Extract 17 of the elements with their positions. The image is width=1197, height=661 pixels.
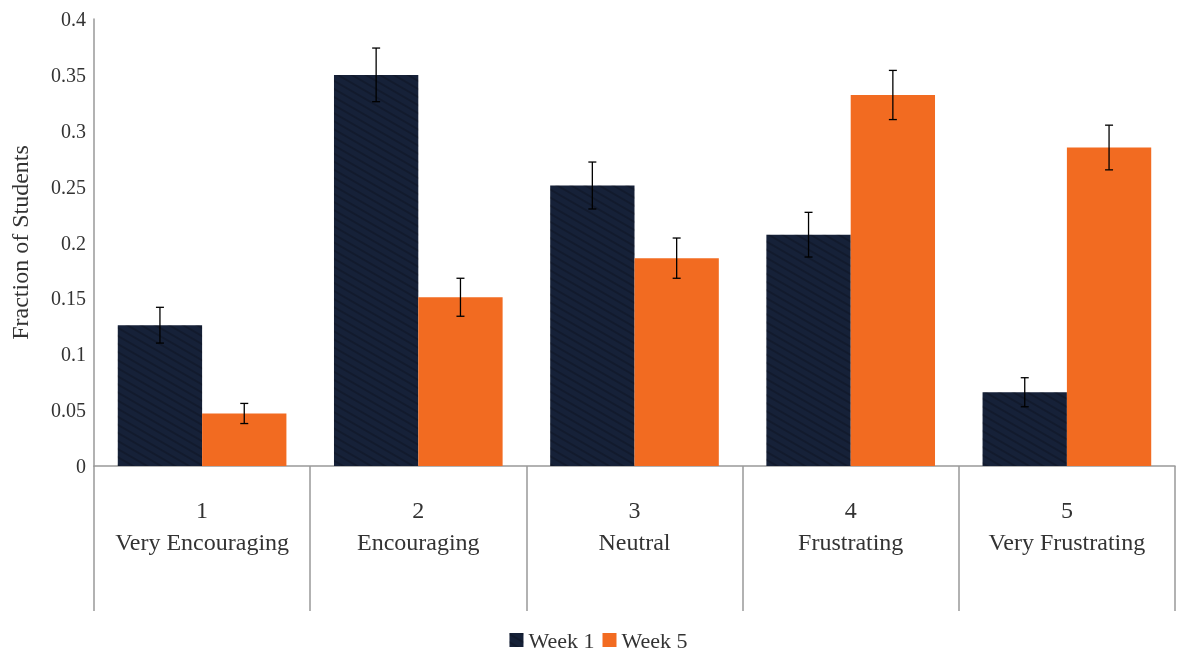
x-tick-label: 5 Very Frustrating — [988, 497, 1146, 555]
y-tick-label: 0.35 — [51, 63, 86, 86]
y-tick-label: 0.15 — [51, 287, 86, 310]
y-tick-label: 0.2 — [61, 231, 86, 254]
y-tick-label: 0.25 — [51, 175, 86, 198]
y-tick-label: 0.05 — [51, 399, 86, 422]
legend-label: Week 1 — [528, 627, 595, 653]
y-tick-label: 0 — [76, 455, 86, 477]
y-tick-label: 0.3 — [61, 119, 86, 142]
x-tick-label: 3 Neutral — [598, 497, 671, 555]
y-tick-label: 0.1 — [61, 343, 86, 366]
legend-label: Week 5 — [621, 627, 688, 653]
x-tick-label: 1 Very Encouraging — [115, 497, 290, 555]
x-tick-label: 2 Encouraging — [356, 497, 480, 555]
y-axis-title: Fraction of Students — [7, 145, 33, 340]
y-tick-label: 0.4 — [61, 8, 86, 30]
x-tick-label: 4 Frustrating — [798, 497, 904, 555]
